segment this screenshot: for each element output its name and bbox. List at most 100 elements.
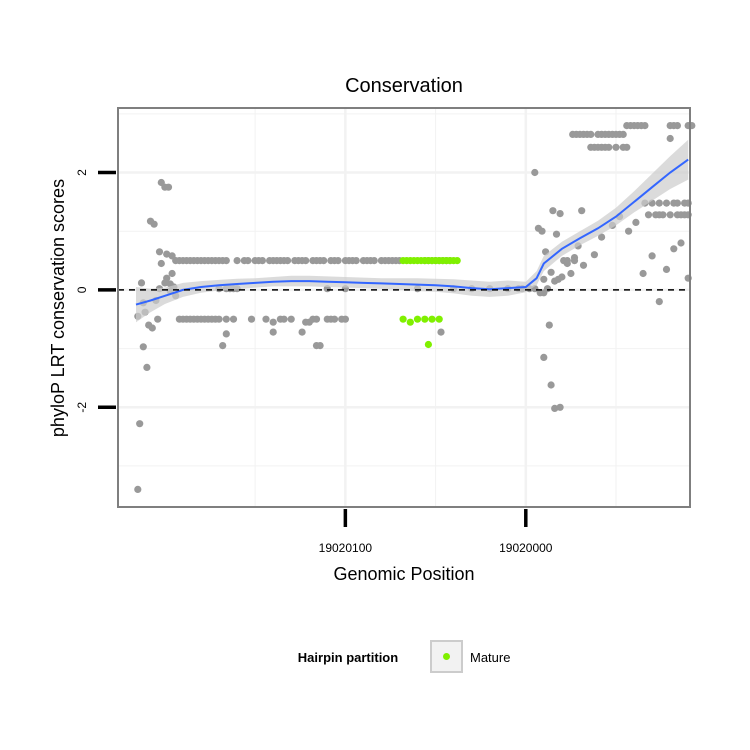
data-point-mature <box>428 315 436 323</box>
data-point <box>157 259 165 268</box>
data-point <box>563 257 571 265</box>
data-point <box>219 342 227 350</box>
data-point <box>673 122 682 130</box>
data-point <box>370 257 378 265</box>
data-point <box>134 485 142 493</box>
data-point <box>673 199 682 207</box>
data-point <box>641 122 649 130</box>
data-point <box>538 227 546 235</box>
data-point <box>567 269 575 278</box>
data-point <box>540 353 548 361</box>
data-point <box>330 315 339 323</box>
data-point-mature <box>406 318 414 326</box>
data-point <box>262 315 270 323</box>
data-point <box>551 404 559 412</box>
data-point <box>316 342 324 350</box>
data-point <box>143 363 151 371</box>
data-point <box>163 250 171 258</box>
data-point-mature <box>424 340 432 349</box>
x-axis-title: Genomic Position <box>333 564 474 584</box>
data-point <box>280 315 288 323</box>
data-point <box>154 315 162 323</box>
data-point <box>269 328 277 336</box>
data-point-mature <box>453 257 461 265</box>
data-point <box>587 130 595 138</box>
data-point-mature <box>413 315 422 323</box>
data-point <box>437 328 445 336</box>
data-point <box>558 273 566 281</box>
data-point <box>284 257 292 265</box>
data-point <box>150 220 158 228</box>
data-point <box>155 248 164 256</box>
data-point <box>258 257 266 265</box>
data-point <box>659 211 667 219</box>
panel-border <box>117 107 691 508</box>
data-point <box>578 207 586 215</box>
data-point <box>148 324 156 332</box>
data-point <box>590 251 599 259</box>
data-point-mature <box>421 315 429 323</box>
panel-background <box>118 108 690 507</box>
data-point <box>222 330 230 338</box>
data-point <box>137 279 146 287</box>
data-point <box>547 381 555 389</box>
data-point <box>222 315 230 323</box>
y-tick-label: -2 <box>75 402 89 413</box>
data-point <box>570 257 579 265</box>
data-point <box>556 210 564 218</box>
data-point <box>545 321 553 329</box>
legend: Hairpin partition Mature <box>298 640 510 673</box>
data-point <box>233 257 241 265</box>
data-point <box>625 227 633 235</box>
data-point <box>666 211 674 219</box>
data-point <box>247 315 256 323</box>
data-point <box>677 239 685 247</box>
chart-title: Conservation <box>345 75 463 97</box>
data-point <box>552 230 561 238</box>
data-point <box>341 315 349 323</box>
data-point <box>639 269 647 278</box>
y-tick-label: 2 <box>75 169 89 176</box>
smooth-line <box>135 158 689 306</box>
data-point-mature <box>435 315 443 323</box>
data-point <box>632 218 640 226</box>
x-tick-label: 19020100 <box>319 541 373 555</box>
data-point <box>222 257 230 265</box>
confidence-band <box>136 139 689 323</box>
data-point <box>662 265 671 273</box>
data-point <box>556 403 564 411</box>
data-point <box>540 275 548 283</box>
data-point <box>598 233 606 241</box>
data-point <box>547 268 555 276</box>
data-point <box>543 285 552 293</box>
data-point <box>312 315 321 323</box>
data-point <box>531 168 539 177</box>
data-point <box>612 143 620 151</box>
data-point <box>670 245 678 253</box>
data-point <box>655 298 663 306</box>
legend-title: Hairpin partition <box>298 650 398 665</box>
legend-key-mature <box>443 653 450 660</box>
legend-label-mature: Mature <box>470 650 510 665</box>
data-point <box>662 199 671 207</box>
x-tick-label: 19020000 <box>499 541 553 555</box>
data-point <box>644 211 653 219</box>
data-point <box>623 143 631 151</box>
data-point <box>619 130 627 138</box>
data-point <box>666 134 674 143</box>
data-point <box>244 257 252 265</box>
data-point <box>320 257 328 265</box>
y-axis-title: phyloP LRT conservation scores <box>48 179 68 437</box>
data-point <box>139 343 147 351</box>
data-point <box>161 279 169 287</box>
data-point-mature <box>399 315 407 323</box>
data-point <box>334 257 342 265</box>
data-point <box>579 261 588 269</box>
data-point <box>229 315 238 323</box>
data-point <box>215 315 223 323</box>
data-point <box>352 257 360 265</box>
plot-panel: -2 0 2 19020100 19020000 <box>75 107 696 555</box>
data-point <box>168 269 176 278</box>
